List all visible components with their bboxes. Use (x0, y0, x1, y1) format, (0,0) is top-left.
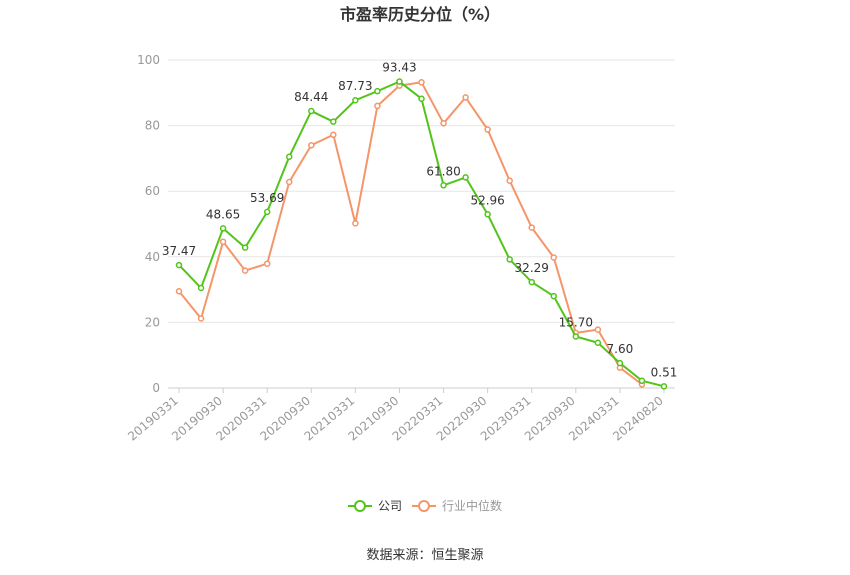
point-industry-20220331 (440, 120, 447, 127)
point-industry-20211231 (418, 79, 425, 86)
series-lines (175, 78, 668, 390)
y-tick-label-0: 0 (152, 381, 160, 395)
point-company-20210331 (352, 96, 359, 104)
point-company-20231231 (594, 339, 602, 346)
point-company-20200930 (308, 107, 315, 115)
point-industry-20230630 (550, 254, 558, 261)
point-industry-20200930 (308, 142, 315, 149)
point-company-20190331 (175, 261, 183, 269)
point-industry-20231231 (594, 326, 602, 333)
data-label-20200930: 84.44 (294, 90, 328, 104)
legend-marker-company (354, 500, 366, 512)
data-label-20190930: 48.65 (206, 207, 240, 221)
point-company-20210630 (374, 87, 381, 95)
point-company-20190630 (197, 284, 205, 292)
point-company-20211231 (418, 95, 425, 102)
point-company-20220630 (462, 174, 469, 181)
point-industry-20210331 (352, 220, 359, 227)
data-label-20240820: 0.51 (651, 365, 678, 379)
data-label-20240331: 7.60 (607, 342, 634, 356)
chart-title: 市盈率历史分位（%） (340, 5, 500, 24)
data-labels: 37.47 48.65 53.69 84.44 87.73 93.43 61.80 52.96… (162, 61, 678, 380)
data-label-20200331: 53.69 (250, 191, 284, 205)
data-label-20220331: 61.80 (426, 164, 460, 178)
data-label-20210331: 87.73 (338, 79, 372, 93)
grid-lines (168, 59, 675, 323)
point-industry-20190930 (219, 238, 227, 245)
point-company-20200630 (285, 153, 293, 161)
point-company-20230630 (550, 292, 558, 300)
point-industry-20210630 (374, 102, 381, 110)
point-company-20221231 (506, 256, 513, 263)
legend-label-company: 公司 (378, 499, 402, 513)
point-company-20240820 (660, 383, 668, 390)
point-company-20201231 (330, 118, 337, 125)
point-industry-20190331 (175, 287, 183, 295)
series-line-company (178, 80, 665, 388)
data-label-20190331: 37.47 (162, 244, 196, 258)
legend-label-industry: 行业中位数 (442, 498, 502, 513)
data-label-20230930: 15.70 (559, 316, 593, 330)
point-company-20190930 (219, 225, 227, 232)
point-company-20240331 (616, 359, 624, 367)
point-industry-20190630 (197, 315, 205, 322)
point-company-20230331 (528, 278, 535, 286)
y-tick-label-40: 40 (145, 250, 160, 264)
point-company-20220331 (440, 182, 447, 189)
point-company-20200331 (263, 208, 271, 216)
legend[interactable]: 公司 行业中位数 (348, 498, 502, 513)
y-tick-label-60: 60 (145, 184, 160, 198)
point-company-20240630 (638, 377, 646, 385)
point-industry-20230331 (528, 224, 535, 231)
point-company-20210930 (396, 78, 403, 85)
point-company-20220930 (484, 211, 491, 218)
y-tick-label-20: 20 (145, 315, 160, 329)
point-industry-20221231 (506, 177, 513, 184)
series-line-industry (178, 81, 643, 386)
data-source: 数据来源：恒生聚源 (366, 548, 483, 563)
point-industry-20191231 (241, 267, 249, 274)
legend-item-company[interactable]: 公司 (348, 499, 402, 513)
point-company-20230930 (572, 333, 580, 340)
legend-item-industry[interactable]: 行业中位数 (412, 498, 502, 513)
axes: 0204060801002019033120190930202003312020… (125, 53, 675, 444)
y-tick-label-80: 80 (145, 119, 160, 133)
point-industry-20220630 (462, 94, 469, 101)
point-industry-20220930 (484, 126, 491, 133)
data-label-20220930: 52.96 (470, 193, 504, 207)
point-industry-20200331 (263, 260, 271, 267)
point-company-20191231 (241, 244, 249, 251)
point-industry-20201231 (330, 131, 337, 139)
data-label-20230331: 32.29 (515, 261, 549, 275)
point-industry-20200630 (285, 178, 293, 186)
legend-marker-industry (418, 500, 430, 512)
data-label-20210930: 93.43 (382, 61, 416, 75)
y-tick-label-100: 100 (137, 53, 160, 67)
